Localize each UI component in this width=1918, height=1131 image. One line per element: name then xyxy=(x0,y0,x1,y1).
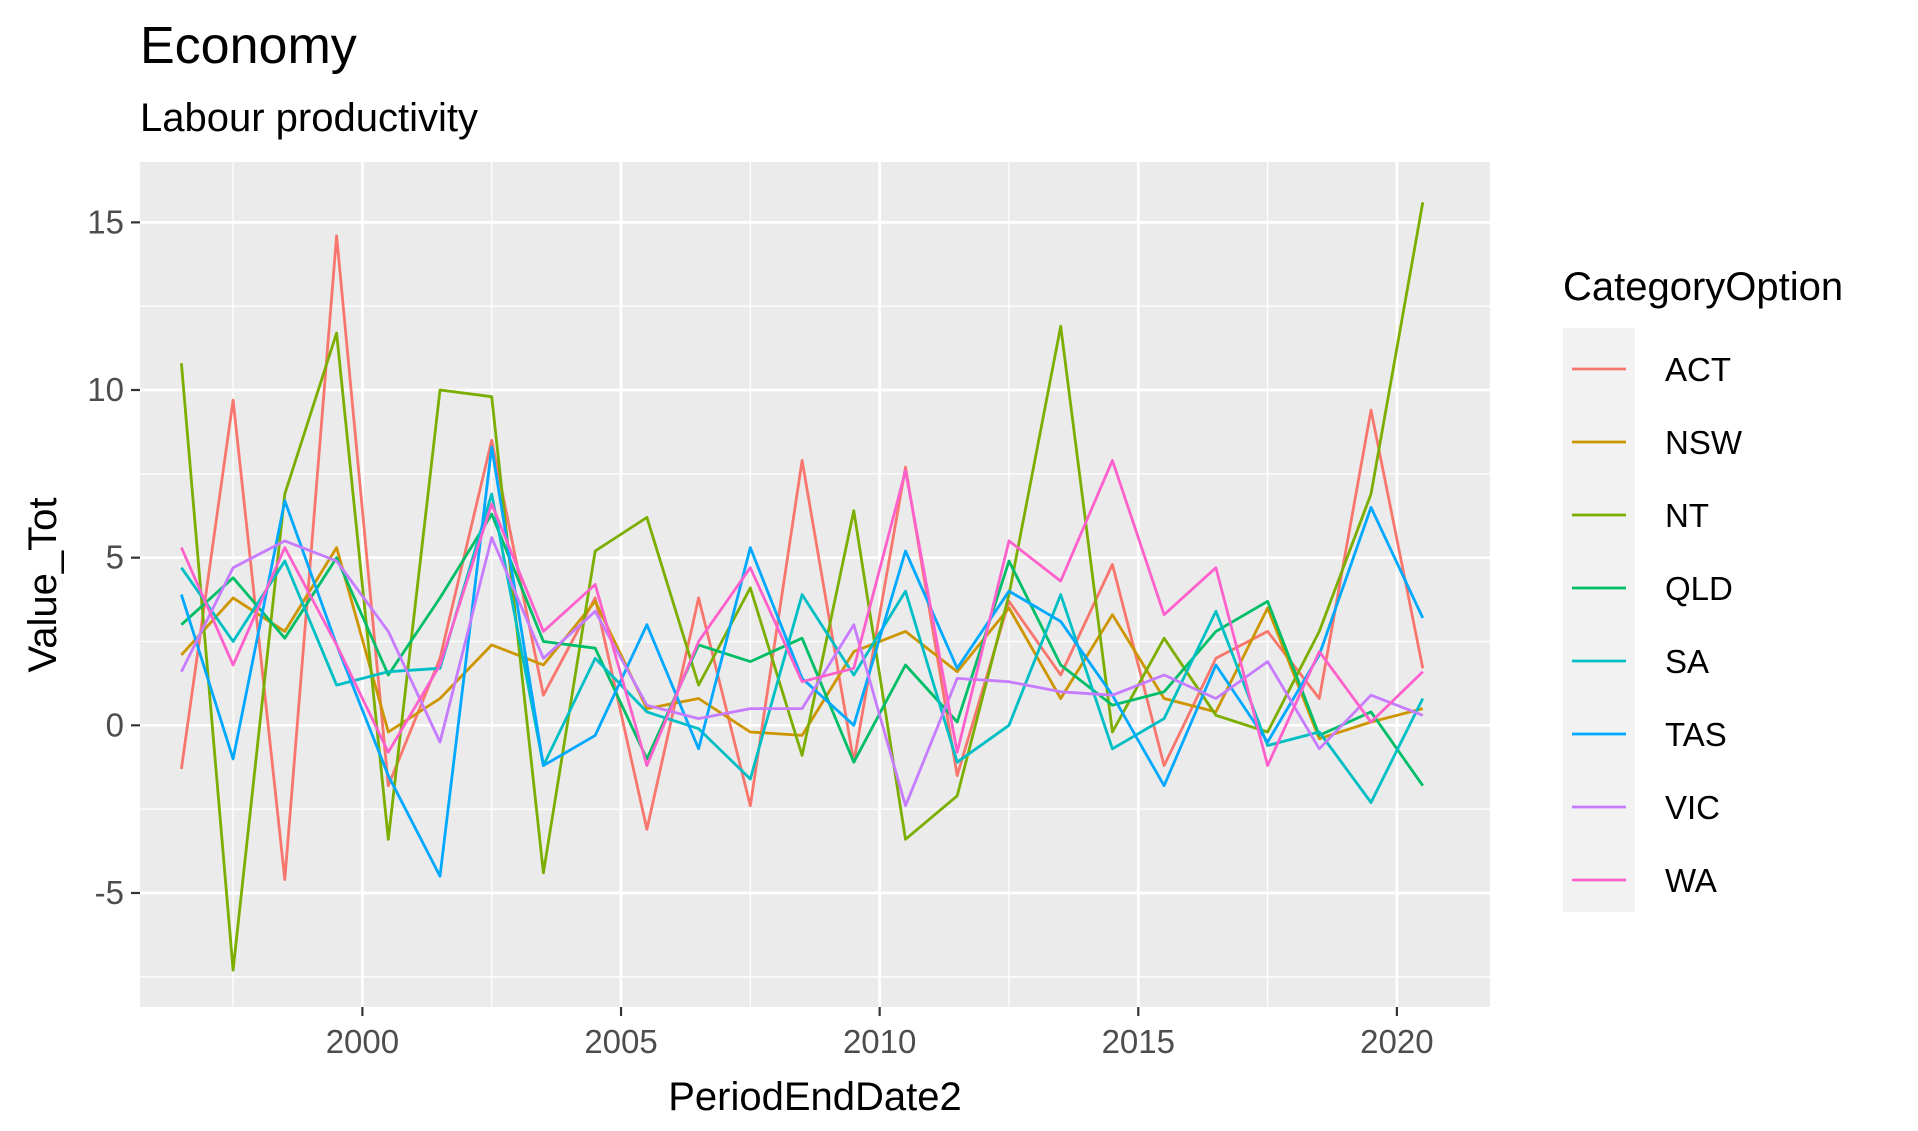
series-line-nsw xyxy=(180,546,1424,741)
y-tick-label: 0 xyxy=(106,706,124,743)
legend-keys-background xyxy=(1563,328,1635,912)
series-line-wa xyxy=(180,458,1424,767)
legend-label-vic: VIC xyxy=(1665,789,1720,826)
series-line-vic xyxy=(180,536,1424,808)
legend: CategoryOption ACT NSW NT QLD SA TAS VIC WA xyxy=(1563,265,1843,912)
x-axis: 2000 2005 2010 2015 2020 xyxy=(326,1007,1434,1060)
legend-title: CategoryOption xyxy=(1563,265,1843,309)
x-tick-label: 2005 xyxy=(584,1023,657,1060)
y-tick-label: -5 xyxy=(95,874,124,911)
grid-minor xyxy=(140,162,1490,1007)
legend-label-qld: QLD xyxy=(1665,570,1733,607)
legend-label-sa: SA xyxy=(1665,643,1709,680)
series-line-act xyxy=(180,234,1425,881)
y-tick-label: 5 xyxy=(106,539,124,576)
y-axis: -5 0 5 10 15 xyxy=(87,203,140,911)
legend-label-nsw: NSW xyxy=(1665,424,1743,461)
legend-label-act: ACT xyxy=(1665,351,1731,388)
legend-label-nt: NT xyxy=(1665,497,1709,534)
chart-subtitle: Labour productivity xyxy=(140,96,478,140)
legend-label-wa: WA xyxy=(1665,862,1717,899)
legend-items: ACT NSW NT QLD SA TAS VIC WA xyxy=(1572,351,1743,899)
series-line-qld xyxy=(180,512,1424,787)
series-line-sa xyxy=(180,492,1425,804)
y-tick-label: 15 xyxy=(87,203,124,240)
chart-title: Economy xyxy=(140,17,357,75)
x-axis-title: PeriodEndDate2 xyxy=(668,1075,962,1119)
x-tick-label: 2020 xyxy=(1360,1023,1433,1060)
y-tick-label: 10 xyxy=(87,371,124,408)
x-tick-label: 2010 xyxy=(843,1023,916,1060)
y-axis-title: Value_Tot xyxy=(21,498,65,673)
x-tick-label: 2000 xyxy=(326,1023,399,1060)
plot-panel xyxy=(140,162,1490,1007)
legend-label-tas: TAS xyxy=(1665,716,1727,753)
series-lines xyxy=(180,201,1425,972)
series-line-nt xyxy=(180,201,1425,972)
x-tick-label: 2015 xyxy=(1102,1023,1175,1060)
